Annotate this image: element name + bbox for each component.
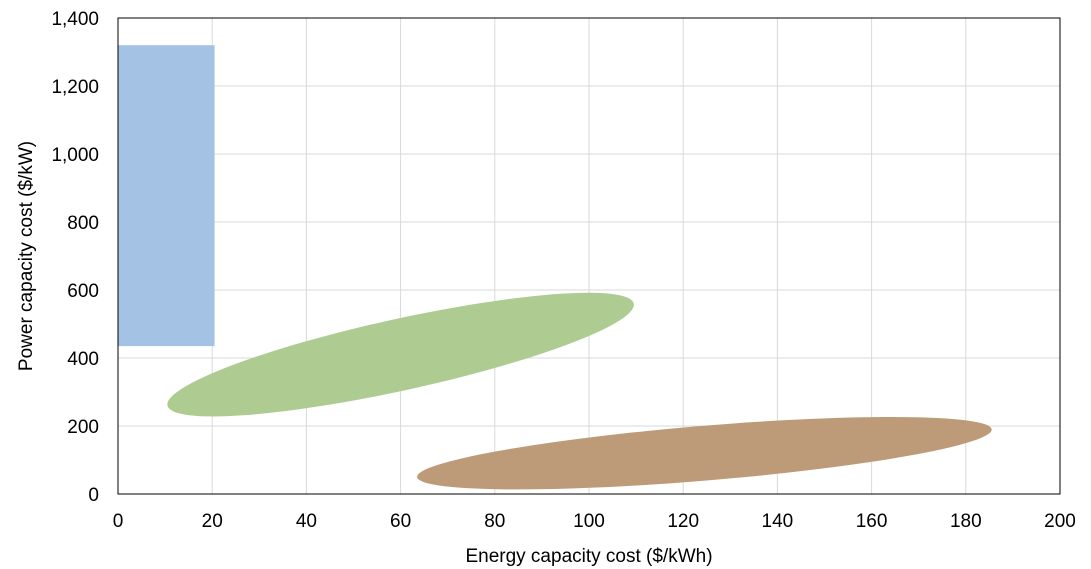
y-tick-label: 200 — [67, 417, 99, 438]
x-tick-label: 180 — [950, 511, 982, 532]
x-tick-label: 80 — [484, 511, 505, 532]
region-rectangle — [118, 45, 215, 347]
x-tick-label: 140 — [762, 511, 794, 532]
x-tick-label: 160 — [856, 511, 888, 532]
x-tick-label: 40 — [296, 511, 317, 532]
y-axis-label: Power capacity cost ($/kW) — [16, 141, 37, 371]
y-tick-label: 0 — [88, 485, 99, 506]
x-tick-label: 120 — [667, 511, 699, 532]
x-axis-label: Energy capacity cost ($/kWh) — [465, 546, 712, 567]
y-tick-label: 1,000 — [51, 145, 99, 166]
region-ellipse — [417, 416, 992, 490]
y-tick-label: 1,400 — [51, 9, 99, 30]
region-ellipse — [167, 292, 634, 417]
x-tick-label: 100 — [573, 511, 605, 532]
y-tick-label: 800 — [67, 213, 99, 234]
regions — [118, 45, 992, 490]
x-tick-label: 20 — [202, 511, 223, 532]
x-tick-label: 0 — [113, 511, 124, 532]
y-tick-labels: 0 200 400 600 800 1,000 1,200 1,400 — [51, 9, 99, 506]
x-tick-label: 200 — [1044, 511, 1076, 532]
y-tick-label: 400 — [67, 349, 99, 370]
x-tick-label: 60 — [390, 511, 411, 532]
x-tick-labels: 0 20 40 60 80 100 120 140 160 180 200 — [113, 511, 1076, 532]
y-tick-label: 1,200 — [51, 77, 99, 98]
y-tick-label: 600 — [67, 281, 99, 302]
plot-frame — [117, 17, 1061, 495]
